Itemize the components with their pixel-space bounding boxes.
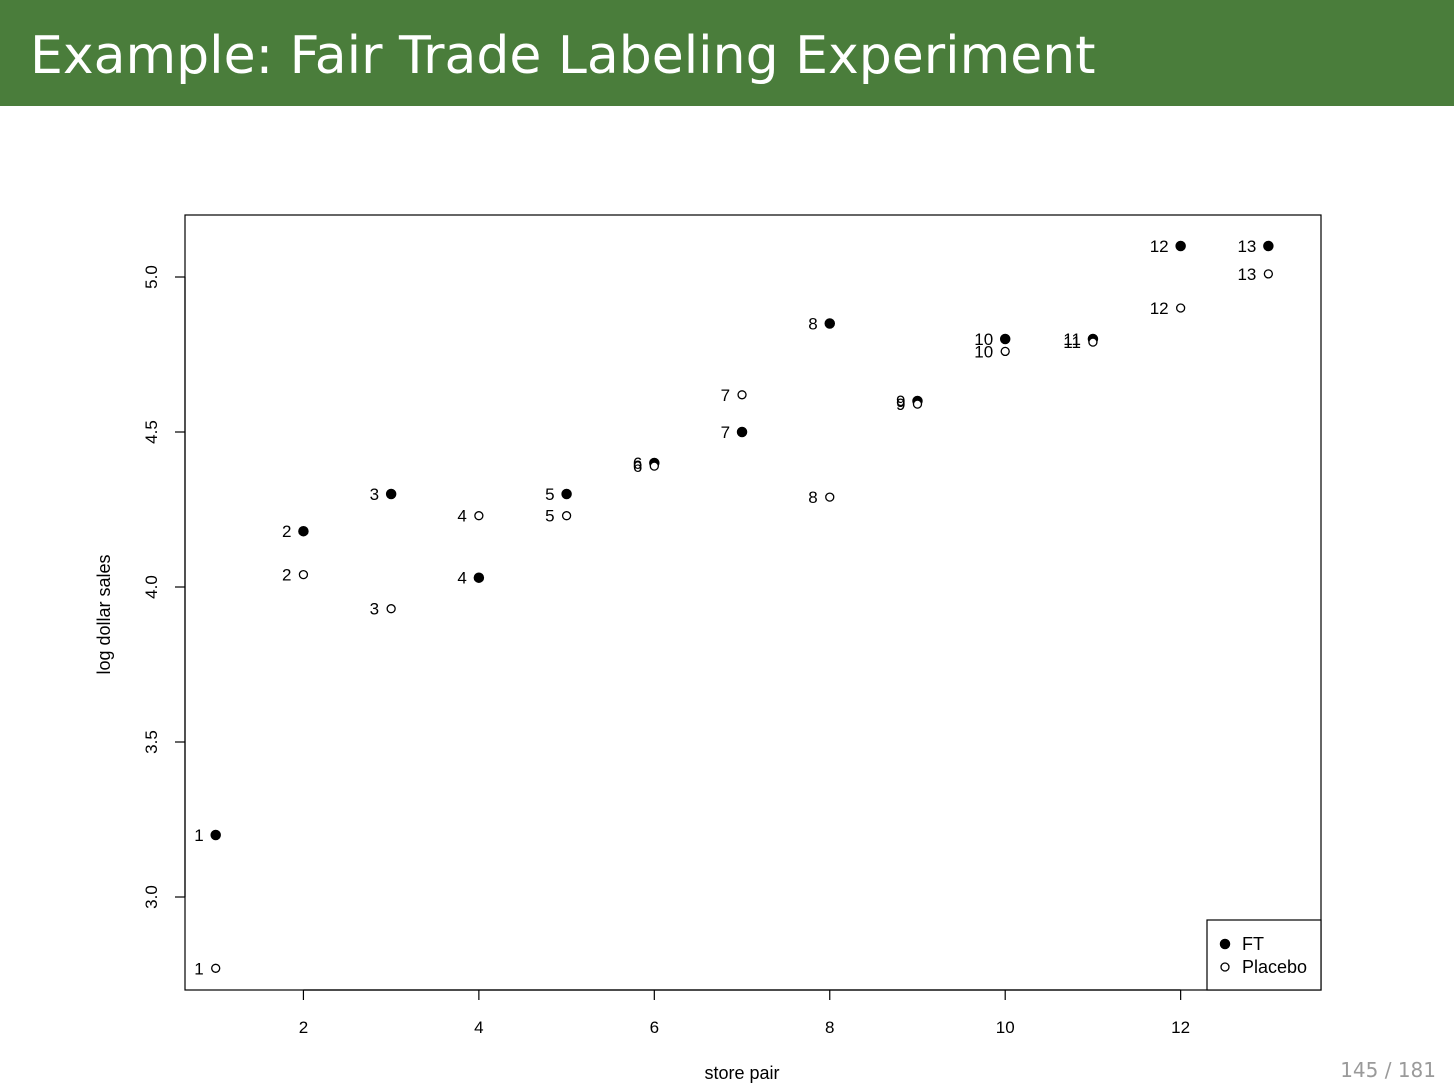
legend-placebo-marker	[1220, 962, 1230, 972]
ft-point	[473, 572, 485, 583]
ft-point	[999, 333, 1011, 345]
placebo-point-label: 1	[194, 959, 203, 978]
legend-ft-label: FT	[1242, 934, 1264, 954]
slide-title: Example: Fair Trade Labeling Experiment	[30, 26, 1096, 86]
placebo-point-label: 6	[633, 457, 642, 476]
placebo-point-label: 11	[1063, 333, 1081, 352]
placebo-point-label: 7	[721, 386, 730, 405]
ft-point-label: 1	[194, 826, 203, 845]
ft-point	[824, 318, 836, 329]
placebo-point	[561, 511, 572, 521]
y-tick-label: 3.5	[142, 730, 161, 754]
page-number: 145 / 181	[1340, 1058, 1436, 1082]
placebo-point-label: 10	[974, 342, 993, 361]
placebo-point-label: 13	[1237, 265, 1256, 284]
placebo-point	[386, 604, 396, 614]
placebo-point	[1088, 337, 1098, 347]
placebo-point	[912, 399, 923, 409]
x-tick-label: 6	[650, 1018, 659, 1037]
ft-point-label: 13	[1237, 237, 1256, 256]
y-tick-label: 4.0	[142, 575, 161, 599]
placebo-point	[474, 511, 484, 521]
ft-point	[298, 525, 309, 537]
placebo-point	[211, 963, 221, 973]
y-axis-label: log dollar sales	[94, 554, 114, 674]
ft-point	[1263, 240, 1274, 252]
x-tick-label: 8	[825, 1018, 834, 1037]
placebo-point-label: 4	[457, 507, 466, 526]
x-tick-label: 10	[996, 1018, 1015, 1037]
placebo-point-label: 9	[896, 395, 905, 414]
ft-point-label: 4	[457, 569, 466, 588]
y-tick-label: 3.0	[142, 885, 161, 909]
placebo-point-label: 2	[282, 566, 291, 585]
placebo-point-label: 8	[808, 488, 817, 507]
placebo-point-label: 3	[370, 600, 379, 619]
ft-point-label: 3	[370, 485, 379, 504]
x-axis-label: store pair	[705, 1063, 780, 1083]
plot-frame	[184, 214, 1322, 991]
placebo-point	[1263, 269, 1274, 279]
ft-point-label: 8	[808, 315, 817, 334]
ft-point-label: 2	[282, 522, 291, 541]
y-tick-label: 4.5	[142, 420, 161, 444]
ft-point-label: 7	[721, 423, 730, 442]
title-bar: Example: Fair Trade Labeling Experiment	[0, 0, 1454, 106]
placebo-point	[737, 390, 747, 400]
ft-point	[210, 829, 221, 841]
placebo-point	[825, 492, 835, 502]
ft-point-label: 10	[974, 330, 993, 349]
ft-point	[561, 488, 572, 500]
ft-point	[385, 488, 397, 500]
x-tick-label: 4	[474, 1018, 483, 1037]
ft-point-label: 9	[896, 392, 905, 411]
placebo-point-label: 12	[1150, 299, 1169, 318]
legend-box	[1206, 919, 1322, 991]
placebo-point	[1175, 303, 1186, 313]
legend-ft-marker	[1219, 938, 1231, 950]
x-tick-label: 12	[1171, 1018, 1190, 1037]
placebo-point	[1000, 346, 1010, 357]
ft-point-label: 12	[1150, 237, 1169, 256]
ft-point-label: 6	[633, 454, 642, 473]
ft-point	[1175, 240, 1186, 252]
ft-point	[736, 426, 748, 438]
y-tick-label: 5.0	[142, 265, 161, 289]
placebo-point	[649, 461, 659, 471]
x-tick-label: 2	[299, 1018, 308, 1037]
placebo-point	[298, 569, 309, 580]
ft-point-label: 5	[545, 485, 554, 504]
legend-placebo-label: Placebo	[1242, 957, 1307, 977]
placebo-point-label: 5	[545, 507, 554, 526]
ft-point-label: 11	[1063, 330, 1081, 349]
